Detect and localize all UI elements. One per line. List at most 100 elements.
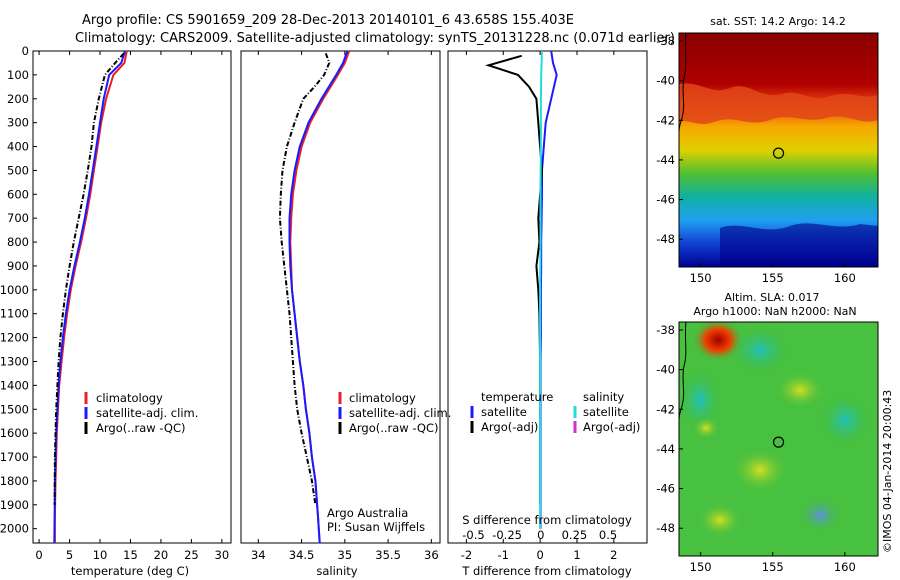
x-tick-label: 30 [215,548,230,562]
legend-title-salinity: salinity [583,390,624,404]
difference-panel: -2 -1 0 1 2 -0.5 -0.25 0 0.25 0.5 T difference f… [447,50,648,578]
y-tick-label: 1300 [0,354,29,368]
lat-tick-label: -40 [656,74,675,88]
x-tick-label: 0 [35,548,42,562]
lat-tick-label: -46 [656,193,675,207]
lat-tick-label: -42 [656,402,675,416]
legend-label-climatology: climatology [96,391,163,405]
series-line-satellite [539,50,543,529]
sla-map-title-line1: Altim. SLA: 0.017 [724,291,819,304]
t-difference-x-label: T difference from climatology [461,564,632,578]
pi-text: PI: Susan Wijffels [327,520,425,534]
legend-label-argo: Argo(..raw -QC) [349,421,439,435]
sla-anomaly-yellow [692,416,720,440]
sst-cold-patch [720,223,878,267]
x-tick-label: 34.5 [289,548,315,562]
lon-tick-label: 150 [690,271,712,285]
sla-anomaly-yellow [730,446,790,494]
y-tick-label: 1900 [0,498,29,512]
x-tick-label: 36 [424,548,439,562]
x-tick-label: 5 [66,548,73,562]
y-tick-label: 800 [7,235,29,249]
x-tick-label: 35.5 [375,548,401,562]
sst-map-title: sat. SST: 14.2 Argo: 14.2 [710,15,846,28]
salinity-x-label: salinity [316,564,357,578]
sla-anomaly-low [798,497,842,533]
temperature-axes-frame [32,50,232,544]
y-tick-label: 0 [22,44,29,58]
series-line-argo-raw-qc- [278,53,331,505]
legend-label-satellite: satellite-adj. clim. [349,406,451,420]
figure-title-line2: Climatology: CARS2009. Satellite-adjuste… [75,31,675,46]
depth-ticks: 0 100 200 300 400 500 600 700 800 900 1000 1100 1200… [0,44,37,536]
salinity-axes-frame [240,50,441,544]
x-tick-label: 0 [536,548,543,562]
s-difference-x-ticks: -0.5 -0.25 0 0.25 0.5 [462,528,617,542]
y-tick-label: 300 [7,116,29,130]
difference-axes-frame [447,50,648,544]
x-tick-label: 10 [93,548,108,562]
lat-tick-label: -48 [656,232,675,246]
y-tick-label: 700 [7,211,29,225]
x-tick-label: 15 [123,548,138,562]
sla-map-title-line2: Argo h1000: NaN h2000: NaN [693,305,856,318]
y-tick-label: 1700 [0,450,29,464]
salinity-panel: 34 34.5 35 35.5 36 salinity climatology sate… [240,50,451,578]
y-tick-label: 900 [7,259,29,273]
lat-tick-label: -46 [656,482,675,496]
y-tick-label: 600 [7,187,29,201]
lat-tick-label: -44 [656,442,675,456]
y-tick-label: 100 [7,68,29,82]
lat-tick-label: -44 [656,153,675,167]
y-tick-label: 200 [7,92,29,106]
lon-tick-label: 160 [834,271,856,285]
x-tick-label: 35 [338,548,353,562]
y-tick-label: 1100 [0,307,29,321]
difference-series [485,50,558,529]
lon-tick-label: 160 [834,560,856,574]
sla-anomaly-yellow [696,502,744,538]
sla-anomaly-yellow [774,370,826,410]
temperature-x-label: temperature (deg C) [71,564,189,578]
x-tick-label: 20 [154,548,169,562]
y-tick-label: 1200 [0,331,29,345]
s-difference-x-label: S difference from climatology [462,513,632,527]
temperature-panel: 0100200300400500600700800900100011001200… [0,44,232,578]
y-tick-label: 400 [7,140,29,154]
series-line-climatology [289,50,351,544]
sst-map-panel: sat. SST: 14.2 Argo: 14.2 150 155 160 -38-… [656,15,879,285]
credit-text: Argo Australia [327,506,408,520]
salinity-legend: climatology satellite-adj. clim. Argo(..… [338,391,451,435]
x-tick-label: -2 [461,548,472,562]
series-line-argo-adj- [485,54,544,505]
argo-position-marker [772,436,785,448]
salinity-x-ticks: 34 34.5 35 35.5 36 [251,51,439,562]
y-tick-label: 1800 [0,474,29,488]
imos-timestamp: ©IMOS 04-Jan-2014 20:00:43 [881,390,894,553]
sst-warm-front [679,83,878,124]
x-tick-label: 1 [573,548,580,562]
sla-map-frame [678,321,879,557]
x2-tick-label: 0.5 [599,528,617,542]
lat-tick-label: -38 [656,323,675,337]
sst-lat-ticks: -38 -40 -42 -44 -46 -48 [656,34,683,246]
y-tick-label: 500 [7,163,29,177]
coastline [679,322,687,421]
temperature-x-ticks: 0 5 10 15 20 25 30 [35,51,229,562]
x2-tick-label: 0 [537,528,544,542]
y-tick-label: 1500 [0,402,29,416]
lat-tick-label: -38 [656,34,675,48]
sla-heatmap [679,322,878,556]
figure-title-line1: Argo profile: CS 5901659_209 28-Dec-2013… [82,13,574,28]
legend-label-s-satellite: satellite [583,405,629,419]
difference-legend: temperature salinity satellite Argo(-adj… [470,390,640,434]
y-tick-label: 1400 [0,378,29,392]
sla-lon-ticks: 150 155 160 [690,552,856,574]
lon-tick-label: 155 [762,560,784,574]
legend-label-climatology: climatology [349,391,416,405]
x-tick-label: 34 [251,548,266,562]
t-difference-x-ticks: -2 -1 0 1 2 [461,51,617,562]
x-tick-label: 25 [184,548,199,562]
x-tick-label: 2 [610,548,617,562]
